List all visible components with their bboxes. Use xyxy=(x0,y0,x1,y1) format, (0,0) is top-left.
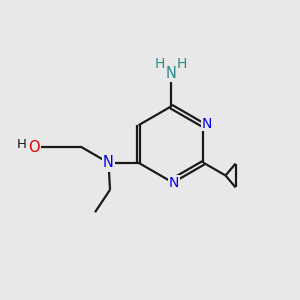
Text: N: N xyxy=(103,155,114,170)
Text: N: N xyxy=(166,66,176,81)
Text: N: N xyxy=(201,117,212,131)
Text: O: O xyxy=(28,140,40,154)
Text: H: H xyxy=(17,138,27,151)
Text: N: N xyxy=(169,176,179,190)
Text: H: H xyxy=(154,57,165,70)
Text: H: H xyxy=(176,57,187,70)
